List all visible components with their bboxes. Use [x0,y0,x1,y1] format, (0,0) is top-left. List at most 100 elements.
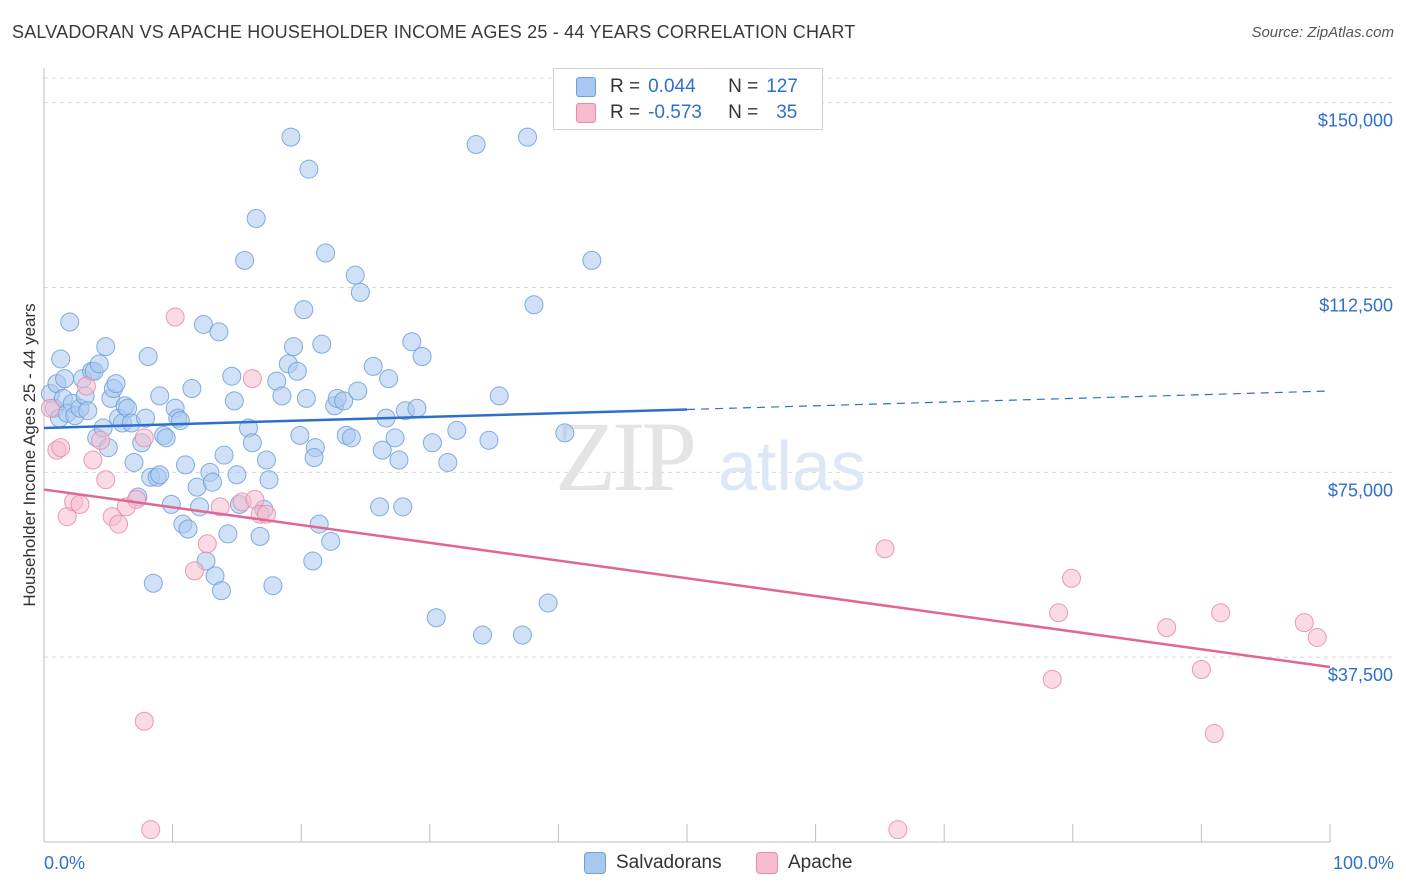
apache-point [1049,603,1069,623]
apache-point [1042,669,1062,689]
apache-point [134,428,154,448]
salvadoran-point [370,497,390,517]
apache-point [96,470,116,490]
salvadoran-point [412,346,432,366]
watermark: ZIP atlas [555,401,866,512]
salvadoran-point [447,420,467,440]
series-legend: Salvadorans Apache [0,852,1406,878]
salvadoran-trend-line [43,408,688,430]
salvadoran-point [393,497,413,517]
legend-row-apache: R = -0.573 N = 35 [576,100,797,126]
salvadoran-point [136,408,156,428]
apache-point [127,489,147,509]
salvadoran-point [466,135,486,155]
salvadoran-point [150,386,170,406]
salvadoran-point [202,472,222,492]
salvadoran-point [582,250,602,270]
legend-item-salvadorans: Salvadorans [584,852,722,874]
salvadoran-point [426,608,446,628]
salvadoran-point [341,428,361,448]
salvadoran-point [124,452,144,472]
salvadoran-point [55,369,75,389]
salvadoran-point [78,401,98,421]
salvadoran-point [250,526,270,546]
salvadoran-point [402,332,422,352]
salvadoran-point [214,445,234,465]
salvadoran-point [224,391,244,411]
salvadoran-point [209,322,229,342]
salvadoran-point [512,625,532,645]
salvadoran-point [473,625,493,645]
salvadoran-point [143,573,163,593]
apache-point [83,450,103,470]
salvadoran-point [372,440,392,460]
salvadoran-point [283,337,303,357]
salvadoran-point [524,295,544,315]
apache-point [184,561,204,581]
salvadoran-point [479,430,499,450]
data-points [40,127,1327,840]
legend-item-apache: Apache [756,852,852,874]
salvadoran-point [348,381,368,401]
y-axis-label: Householder Income Ages 25 - 44 years [20,303,39,606]
salvadoran-point [263,576,283,596]
salvadoran-point [303,551,323,571]
apache-point [141,820,161,840]
legend-r-value: 0.044 [648,76,696,97]
legend-swatch-apache [756,852,778,874]
salvadoran-point [345,265,365,285]
salvadoran-point [538,593,558,613]
salvadoran-point [106,374,126,394]
chart-title: SALVADORAN VS APACHE HOUSEHOLDER INCOME … [12,22,856,42]
legend-n-value: 35 [776,102,798,123]
apache-point [40,398,60,418]
apache-point [1204,724,1224,744]
salvadoran-point [385,428,405,448]
stats-legend: R = 0.044 N = 127 R = -0.573 N = 35 [553,68,823,130]
legend-label-apache: Apache [788,852,853,873]
legend-swatch-salvadorans [584,852,606,874]
salvadoran-point [321,531,341,551]
salvadoran-point [218,524,238,544]
salvadoran-point [316,243,336,263]
y-tick-label: $37,500 [1328,665,1393,685]
legend-r-label: R = [610,102,641,123]
x-tick-label-max: 100.0% [1333,853,1394,873]
salvadoran-point [294,300,314,320]
salvadoran-point [182,379,202,399]
legend-n-value: 127 [766,76,798,97]
salvadoran-point [350,282,370,302]
salvadoran-point [304,448,324,468]
apache-point [1307,627,1327,647]
salvadoran-point [227,465,247,485]
y-tick-label: $112,500 [1319,295,1393,315]
apache-trend-line [43,488,1331,669]
x-tick-label-min: 0.0% [44,853,85,873]
salvadoran-point [246,208,266,228]
apache-point [165,307,185,327]
legend-row-salvadorans: R = 0.044 N = 127 [576,74,798,100]
salvadoran-point [272,386,292,406]
salvadoran-point [170,411,190,431]
source-label: Source: ZipAtlas.com [1251,24,1394,41]
apache-point [1191,659,1211,679]
salvadoran-point [438,452,458,472]
salvadoran-point [363,356,383,376]
apache-point [1211,603,1231,623]
salvadoran-point [138,346,158,366]
salvadoran-point [193,314,213,334]
salvadoran-point [290,425,310,445]
salvadoran-point [242,433,262,453]
legend-n-label: N = [728,102,759,123]
apache-point [76,376,96,396]
salvadoran-point [89,354,109,374]
apache-point [1157,618,1177,638]
apache-point [197,534,217,554]
apache-point [134,711,154,731]
salvadoran-point [256,450,276,470]
salvadoran-trend-extension [686,390,1331,411]
axis-labels: $37,500 $75,000 $112,500 $150,000 0.0% 100.0%… [20,111,1394,873]
salvadoran-point [161,494,181,514]
apache-point [210,497,230,517]
legend-label-salvadorans: Salvadorans [616,852,722,873]
